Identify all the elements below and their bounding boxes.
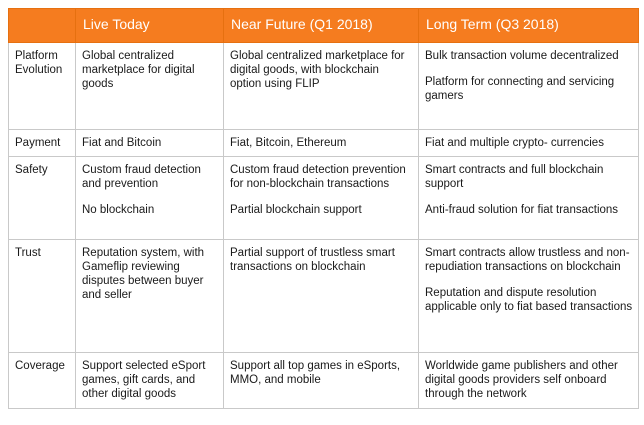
cell-text: Custom fraud detection prevention for no…	[230, 164, 406, 190]
cell-text: Partial blockchain support	[230, 204, 362, 216]
table-row-coverage: Coverage Support selected eSport games, …	[8, 352, 639, 409]
cell-text: Custom fraud detection and prevention	[82, 164, 201, 190]
table-row-payment: Payment Fiat and Bitcoin Fiat, Bitcoin, …	[8, 129, 639, 157]
table-row-safety: Safety Custom fraud detection and preven…	[8, 156, 639, 240]
cell-text: Fiat and multiple crypto- currencies	[425, 137, 604, 149]
cell-text: Support all top games in eSports, MMO, a…	[230, 360, 401, 386]
table-row-platform-evolution: Platform Evolution Global centralized ma…	[8, 42, 639, 130]
cell-text: Smart contracts allow trustless and non-…	[425, 247, 630, 273]
cell-text: No blockchain	[82, 204, 155, 216]
cell-coverage-live: Support selected eSport games, gift card…	[75, 352, 224, 409]
row-label-safety: Safety	[8, 156, 76, 240]
row-label-coverage: Coverage	[8, 352, 76, 409]
cell-trust-long: Smart contracts allow trustless and non-…	[418, 239, 639, 353]
cell-text: Anti-fraud solution for fiat transaction…	[425, 204, 619, 216]
header-row: Live Today Near Future (Q1 2018) Long Te…	[8, 8, 639, 43]
roadmap-table: Live Today Near Future (Q1 2018) Long Te…	[8, 8, 639, 409]
cell-platform-near: Global centralized marketplace for digit…	[223, 42, 419, 130]
header-corner-cell	[8, 8, 76, 43]
cell-text: Global centralized marketplace for digit…	[230, 50, 405, 90]
cell-text: Partial support of trustless smart trans…	[230, 247, 395, 273]
cell-text: Fiat, Bitcoin, Ethereum	[230, 137, 347, 149]
cell-text: Bulk transaction volume decentralized	[425, 50, 619, 62]
cell-text: Support selected eSport games, gift card…	[82, 360, 206, 400]
cell-safety-live: Custom fraud detection and prevention No…	[75, 156, 224, 240]
row-label-trust: Trust	[8, 239, 76, 353]
cell-safety-long: Smart contracts and full blockchain supp…	[418, 156, 639, 240]
cell-safety-near: Custom fraud detection prevention for no…	[223, 156, 419, 240]
header-live-today: Live Today	[75, 8, 224, 43]
cell-platform-live: Global centralized marketplace for digit…	[75, 42, 224, 130]
cell-text: Reputation system, with Gameflip reviewi…	[82, 247, 205, 301]
cell-text: Smart contracts and full blockchain supp…	[425, 164, 604, 190]
table-row-trust: Trust Reputation system, with Gameflip r…	[8, 239, 639, 353]
header-long-term: Long Term (Q3 2018)	[418, 8, 639, 43]
cell-coverage-long: Worldwide game publishers and other digi…	[418, 352, 639, 409]
cell-text: Worldwide game publishers and other digi…	[425, 360, 618, 400]
cell-trust-live: Reputation system, with Gameflip reviewi…	[75, 239, 224, 353]
cell-trust-near: Partial support of trustless smart trans…	[223, 239, 419, 353]
cell-payment-live: Fiat and Bitcoin	[75, 129, 224, 157]
cell-text: Global centralized marketplace for digit…	[82, 50, 195, 90]
cell-coverage-near: Support all top games in eSports, MMO, a…	[223, 352, 419, 409]
cell-text: Platform for connecting and servicing ga…	[425, 76, 615, 102]
header-near-future: Near Future (Q1 2018)	[223, 8, 419, 43]
cell-payment-near: Fiat, Bitcoin, Ethereum	[223, 129, 419, 157]
row-label-platform-evolution: Platform Evolution	[8, 42, 76, 130]
cell-text: Reputation and dispute resolution applic…	[425, 287, 633, 313]
row-label-payment: Payment	[8, 129, 76, 157]
cell-text: Fiat and Bitcoin	[82, 137, 162, 149]
cell-platform-long: Bulk transaction volume decentralized Pl…	[418, 42, 639, 130]
cell-payment-long: Fiat and multiple crypto- currencies	[418, 129, 639, 157]
